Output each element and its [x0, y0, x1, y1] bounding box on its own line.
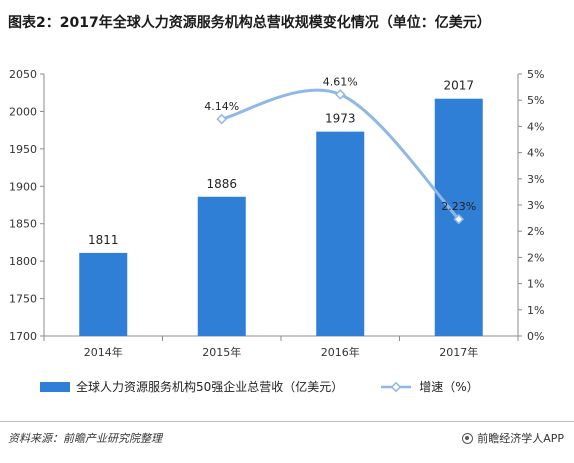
- x-tick-label: 2017年: [439, 345, 478, 359]
- y-left-tick-label: 1900: [9, 180, 37, 193]
- bar: [197, 196, 246, 336]
- legend-label-growth: 增速（%）: [419, 380, 479, 394]
- bar-value-label: 2017: [443, 79, 474, 93]
- y-left-tick-label: 2000: [9, 105, 37, 118]
- legend: 全球人力资源服务机构50强企业总营收（亿美元） 增速（%）: [40, 378, 515, 395]
- y-left-tick-label: 1800: [9, 255, 37, 268]
- x-tick-label: 2015年: [202, 345, 241, 359]
- line-series: [216, 88, 465, 225]
- legend-swatch-bar: [40, 381, 70, 392]
- chart-plot: 1700 1750 1800 1850 1900 1950 2000 2050 0% 1% 1% 2%…: [9, 68, 544, 359]
- bar-value-label: 1811: [88, 233, 119, 247]
- y-right-tick-label: 0%: [527, 330, 544, 343]
- y-left-tick-label: 1750: [9, 293, 37, 306]
- y-left-tick-label: 1700: [9, 330, 37, 343]
- bar-series: [79, 98, 483, 337]
- bar-value-label: 1886: [206, 177, 237, 191]
- x-tick-label: 2016年: [321, 345, 360, 359]
- growth-marker: [216, 113, 228, 125]
- legend-item-growth: 增速（%）: [379, 378, 479, 395]
- growth-marker: [334, 89, 346, 100]
- y-right-tick-label: 3%: [527, 173, 544, 186]
- bar: [79, 252, 128, 336]
- growth-marker: [453, 213, 465, 225]
- growth-value-label: 4.14%: [204, 100, 239, 113]
- bar: [316, 131, 365, 336]
- brand-name: 前瞻经济学人APP: [477, 432, 564, 445]
- y-right-tick-label: 2%: [527, 225, 544, 238]
- y-right-tick-label: 4%: [527, 120, 544, 133]
- chart-axes: 1700 1750 1800 1850 1900 1950 2000 2050 0% 1% 1% 2%…: [9, 68, 544, 359]
- brand-logo-icon: [462, 432, 474, 444]
- x-tick-label: 2014年: [84, 345, 123, 359]
- growth-value-label: 2.23%: [441, 200, 476, 213]
- brand-mark: 前瞻经济学人APP: [462, 430, 564, 446]
- chart-title: 图表2：2017年全球人力资源服务机构总营收规模变化情况（单位：亿美元）: [8, 15, 491, 31]
- y-left-tick-label: 1850: [9, 218, 37, 231]
- y-right-tick-label: 1%: [527, 278, 544, 291]
- y-right-tick-label: 3%: [527, 199, 544, 212]
- y-right-tick-label: 5%: [527, 68, 544, 81]
- y-right-tick-label: 2%: [527, 251, 544, 264]
- legend-item-revenue: 全球人力资源服务机构50强企业总营收（亿美元）: [40, 378, 343, 395]
- data-labels: 1811 1886 1973 2017 4.14% 4.61% 2.23%: [88, 75, 476, 246]
- legend-swatch-line: [381, 381, 412, 392]
- y-left-tick-label: 1950: [9, 143, 37, 156]
- source-note: 资料来源：前瞻产业研究院整理: [8, 432, 162, 445]
- legend-label-revenue: 全球人力资源服务机构50强企业总营收（亿美元）: [76, 380, 344, 394]
- y-right-tick-label: 5%: [527, 94, 544, 107]
- footer-divider: [0, 421, 574, 422]
- y-left-tick-label: 2050: [9, 68, 37, 81]
- bar-value-label: 1973: [325, 112, 356, 126]
- y-right-tick-label: 4%: [527, 147, 544, 160]
- growth-value-label: 4.61%: [323, 75, 358, 88]
- y-right-tick-label: 1%: [527, 304, 544, 317]
